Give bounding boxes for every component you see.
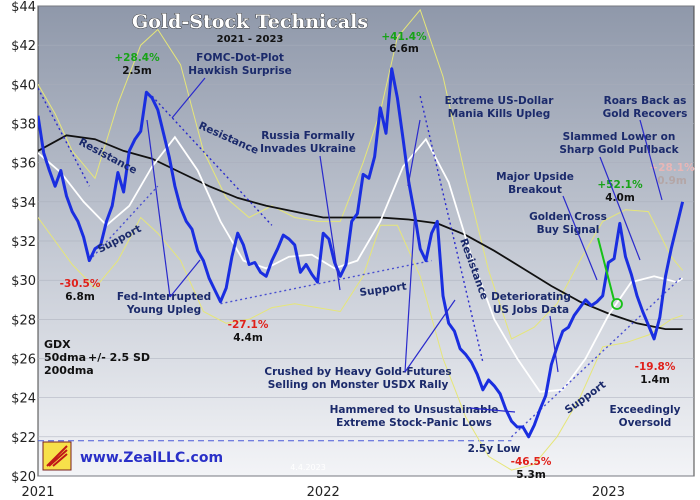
- crushed-label-1: Crushed by Heavy Gold-Futures: [264, 366, 451, 378]
- deteriorating-label-1: Deteriorating: [491, 291, 571, 303]
- y-tick-label: $32: [11, 235, 36, 250]
- low-label: 2.5y Low: [468, 443, 521, 455]
- golden-cross-label-2: Buy Signal: [537, 224, 600, 236]
- peak-2022-pct: +41.4%: [381, 31, 427, 43]
- roars-label-1: Roars Back as: [604, 95, 687, 107]
- fomc-label-2: Hawkish Surprise: [188, 65, 291, 77]
- low-2022-vol: 5.3m: [516, 469, 546, 481]
- golden-cross-arrow: [597, 237, 615, 301]
- y-tick-label: $40: [11, 78, 36, 93]
- recent-vol: 0.9m: [657, 175, 687, 187]
- usd-label-2: Mania Kills Upleg: [448, 108, 550, 120]
- golden-cross-label-1: Golden Cross: [529, 211, 607, 223]
- russia-label-1: Russia Formally: [261, 130, 355, 142]
- russia-label-2: Invades Ukraine: [260, 143, 356, 155]
- website-label: www.ZealLLC.com: [80, 450, 223, 466]
- legend-sma200: 200dma: [44, 364, 94, 377]
- y-tick-label: $28: [11, 313, 36, 328]
- support-trendline: [220, 259, 432, 305]
- fed-label-2: Young Upleg: [126, 304, 201, 316]
- crushed-label-2: Selling on Monster USDX Rally: [268, 379, 449, 391]
- legend-sma50: 50dma: [44, 351, 86, 364]
- legend-band: +/- 2.5 SD: [88, 351, 150, 364]
- fomc-label-1: FOMC-Dot-Plot: [196, 52, 284, 64]
- trendlines: [38, 87, 684, 438]
- support-trendline: [510, 275, 684, 438]
- lower-band-line: [38, 216, 683, 471]
- zeal-logo: [42, 441, 72, 471]
- y-tick-label: $34: [11, 196, 36, 211]
- low-2021a-vol: 6.8m: [65, 291, 95, 303]
- hammered-label-1: Hammered to Unsustainable: [330, 404, 499, 416]
- roars-label-2: Gold Recovers: [603, 108, 688, 120]
- legend-ticker: GDX: [44, 338, 71, 351]
- oversold-label-2: Oversold: [619, 417, 672, 429]
- peak-2022-vol: 6.6m: [389, 43, 419, 55]
- y-tick-label: $42: [11, 39, 36, 54]
- y-tick-label: $20: [11, 470, 36, 485]
- leader-lines: [146, 77, 663, 413]
- y-tick-label: $30: [11, 274, 36, 289]
- low-2023-pct: -19.8%: [635, 361, 676, 373]
- y-axis: $20 $22 $24 $26 $28 $30 $32 $34 $36 $38 $40 $42 $44: [11, 0, 36, 485]
- date-stamp: 4.4.2023: [290, 463, 326, 472]
- y-tick-label: $38: [11, 118, 36, 133]
- chart-subtitle: 2021 - 2023: [217, 34, 284, 45]
- x-tick-label: 2021: [21, 485, 54, 500]
- y-tick-label: $22: [11, 431, 36, 446]
- golden-cross-marker: [611, 298, 623, 310]
- deteriorating-label-2: US Jobs Data: [493, 304, 569, 316]
- support-trendline: [88, 185, 159, 262]
- low-2021b-vol: 4.4m: [233, 332, 263, 344]
- sma50-line: [38, 135, 684, 393]
- peak-2023-vol: 4.0m: [605, 192, 635, 204]
- slammed-label-2: Sharp Gold Pullback: [559, 144, 679, 156]
- gdx-price-line: [38, 67, 685, 439]
- fed-label-1: Fed-Interrupted: [117, 291, 211, 303]
- usd-label-1: Extreme US-Dollar: [445, 95, 555, 107]
- breakout-label-1: Major Upside: [496, 171, 574, 183]
- y-tick-label: $44: [11, 0, 36, 15]
- x-tick-label: 2023: [592, 485, 625, 500]
- resistance-trendline: [38, 87, 90, 187]
- chart-title: Gold-Stock Technicals: [132, 11, 368, 33]
- y-tick-label: $36: [11, 157, 36, 172]
- upper-band-line: [38, 8, 683, 340]
- peak-2023-pct: +52.1%: [597, 179, 643, 191]
- low-2021b-pct: -27.1%: [228, 319, 269, 331]
- breakout-label-2: Breakout: [508, 184, 562, 196]
- low-2023-vol: 1.4m: [640, 374, 670, 386]
- x-tick-label: 2022: [307, 485, 340, 500]
- x-axis: 2021 2022 2023: [21, 485, 625, 500]
- resistance-trendline: [151, 95, 273, 226]
- peak-2021-vol: 2.5m: [122, 65, 152, 77]
- low-2021a-pct: -30.5%: [60, 278, 101, 290]
- y-tick-label: $26: [11, 353, 36, 368]
- hammered-label-2: Extreme Stock-Panic Lows: [336, 417, 492, 429]
- y-tick-label: $24: [11, 392, 36, 407]
- recent-pct: +28.1%: [649, 162, 695, 174]
- sma200-line: [38, 134, 683, 330]
- slammed-label-1: Slammed Lower on: [563, 131, 676, 143]
- low-2022-pct: -46.5%: [511, 456, 552, 468]
- oversold-label-1: Exceedingly: [610, 404, 681, 416]
- resistance-trendline: [419, 95, 484, 363]
- peak-2021-pct: +28.4%: [114, 52, 160, 64]
